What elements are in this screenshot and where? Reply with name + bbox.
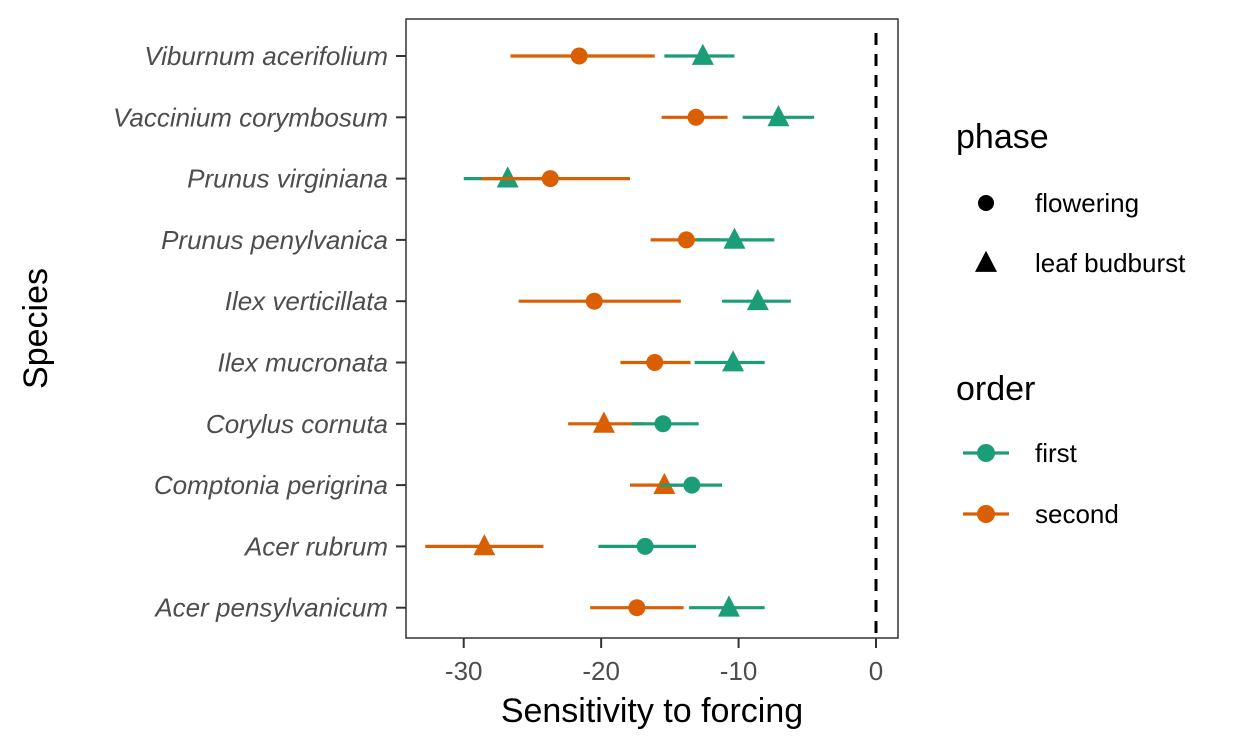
y-tick-label: Acer rubrum bbox=[243, 531, 388, 561]
point-triangle bbox=[717, 595, 740, 617]
point-triangle bbox=[653, 472, 676, 495]
legend-title-order: order bbox=[956, 370, 1035, 408]
point-range-first-flowering bbox=[631, 415, 699, 433]
point-circle bbox=[654, 415, 672, 433]
point-triangle bbox=[722, 350, 745, 372]
point-range-second-flowering bbox=[510, 47, 655, 65]
point-range-first-flowering bbox=[660, 476, 723, 494]
point-circle bbox=[687, 108, 705, 126]
point-triangle bbox=[746, 288, 769, 311]
legend-label: flowering bbox=[1035, 188, 1139, 218]
y-tick-label: Viburnum acerifolium bbox=[144, 41, 388, 71]
point-circle bbox=[683, 476, 701, 494]
y-tick-label: Acer pensylvanicum bbox=[153, 593, 388, 623]
y-tick-label: Comptonia perigrina bbox=[154, 470, 388, 500]
y-tick-label: Vaccinium corymbosum bbox=[113, 102, 388, 132]
point-range-second-flowering bbox=[620, 354, 691, 371]
point-range-second-flowering bbox=[481, 170, 631, 188]
point-range-first-leaf-budburst bbox=[664, 43, 735, 65]
point-triangle bbox=[723, 227, 746, 249]
y-tick-label: Ilex mucronata bbox=[217, 348, 388, 378]
legend-key-dot bbox=[977, 505, 995, 523]
point-triangle bbox=[691, 43, 714, 65]
y-tick-label: Ilex verticillata bbox=[225, 286, 388, 316]
x-tick-label: -30 bbox=[445, 656, 483, 686]
y-axis-title: Species bbox=[17, 268, 55, 389]
y-tick-label: Corylus cornuta bbox=[206, 409, 388, 439]
point-range-second-flowering bbox=[518, 292, 681, 310]
x-tick-label: 0 bbox=[869, 656, 883, 686]
point-triangle bbox=[473, 534, 496, 556]
point-circle bbox=[541, 170, 559, 188]
y-tick-label: Prunus penylvanica bbox=[161, 225, 388, 255]
point-range-second-flowering bbox=[661, 108, 728, 126]
x-axis-title: Sensitivity to forcing bbox=[501, 692, 803, 730]
point-triangle bbox=[767, 105, 790, 127]
legend-label: first bbox=[1035, 438, 1078, 468]
legend-title-phase: phase bbox=[956, 118, 1049, 156]
legend-label: second bbox=[1035, 499, 1119, 529]
point-range-first-leaf-budburst bbox=[694, 350, 765, 372]
point-range-second-leaf-budburst bbox=[568, 411, 644, 433]
point-range-first-leaf-budburst bbox=[722, 288, 791, 311]
point-range-second-leaf-budburst bbox=[425, 534, 544, 556]
legend-key-circle bbox=[978, 195, 994, 211]
point-circle bbox=[570, 47, 588, 65]
point-range-first-leaf-budburst bbox=[695, 227, 775, 249]
point-triangle bbox=[496, 166, 519, 188]
marks-layer bbox=[425, 43, 815, 617]
x-tick-label: -20 bbox=[582, 656, 620, 686]
y-tick-label: Prunus virginiana bbox=[187, 164, 388, 194]
legend-key-dot bbox=[977, 444, 995, 462]
plot-panel-border bbox=[405, 18, 899, 639]
point-range-first-flowering bbox=[598, 537, 696, 555]
point-range-first-leaf-budburst bbox=[463, 166, 547, 188]
x-tick-label: -10 bbox=[720, 656, 758, 686]
point-circle bbox=[628, 599, 646, 617]
axes-layer: Viburnum acerifolium Vaccinium corymbosum… bbox=[17, 18, 899, 730]
legend-key-triangle bbox=[975, 250, 997, 272]
point-range-first-leaf-budburst bbox=[742, 105, 815, 127]
point-circle bbox=[636, 537, 654, 555]
point-circle bbox=[646, 354, 664, 371]
point-range-second-flowering bbox=[590, 599, 684, 617]
point-triangle bbox=[592, 411, 615, 433]
point-range-first-leaf-budburst bbox=[689, 595, 765, 617]
legend-label: leaf budburst bbox=[1035, 248, 1186, 278]
point-circle bbox=[585, 292, 603, 310]
point-circle bbox=[677, 231, 695, 249]
